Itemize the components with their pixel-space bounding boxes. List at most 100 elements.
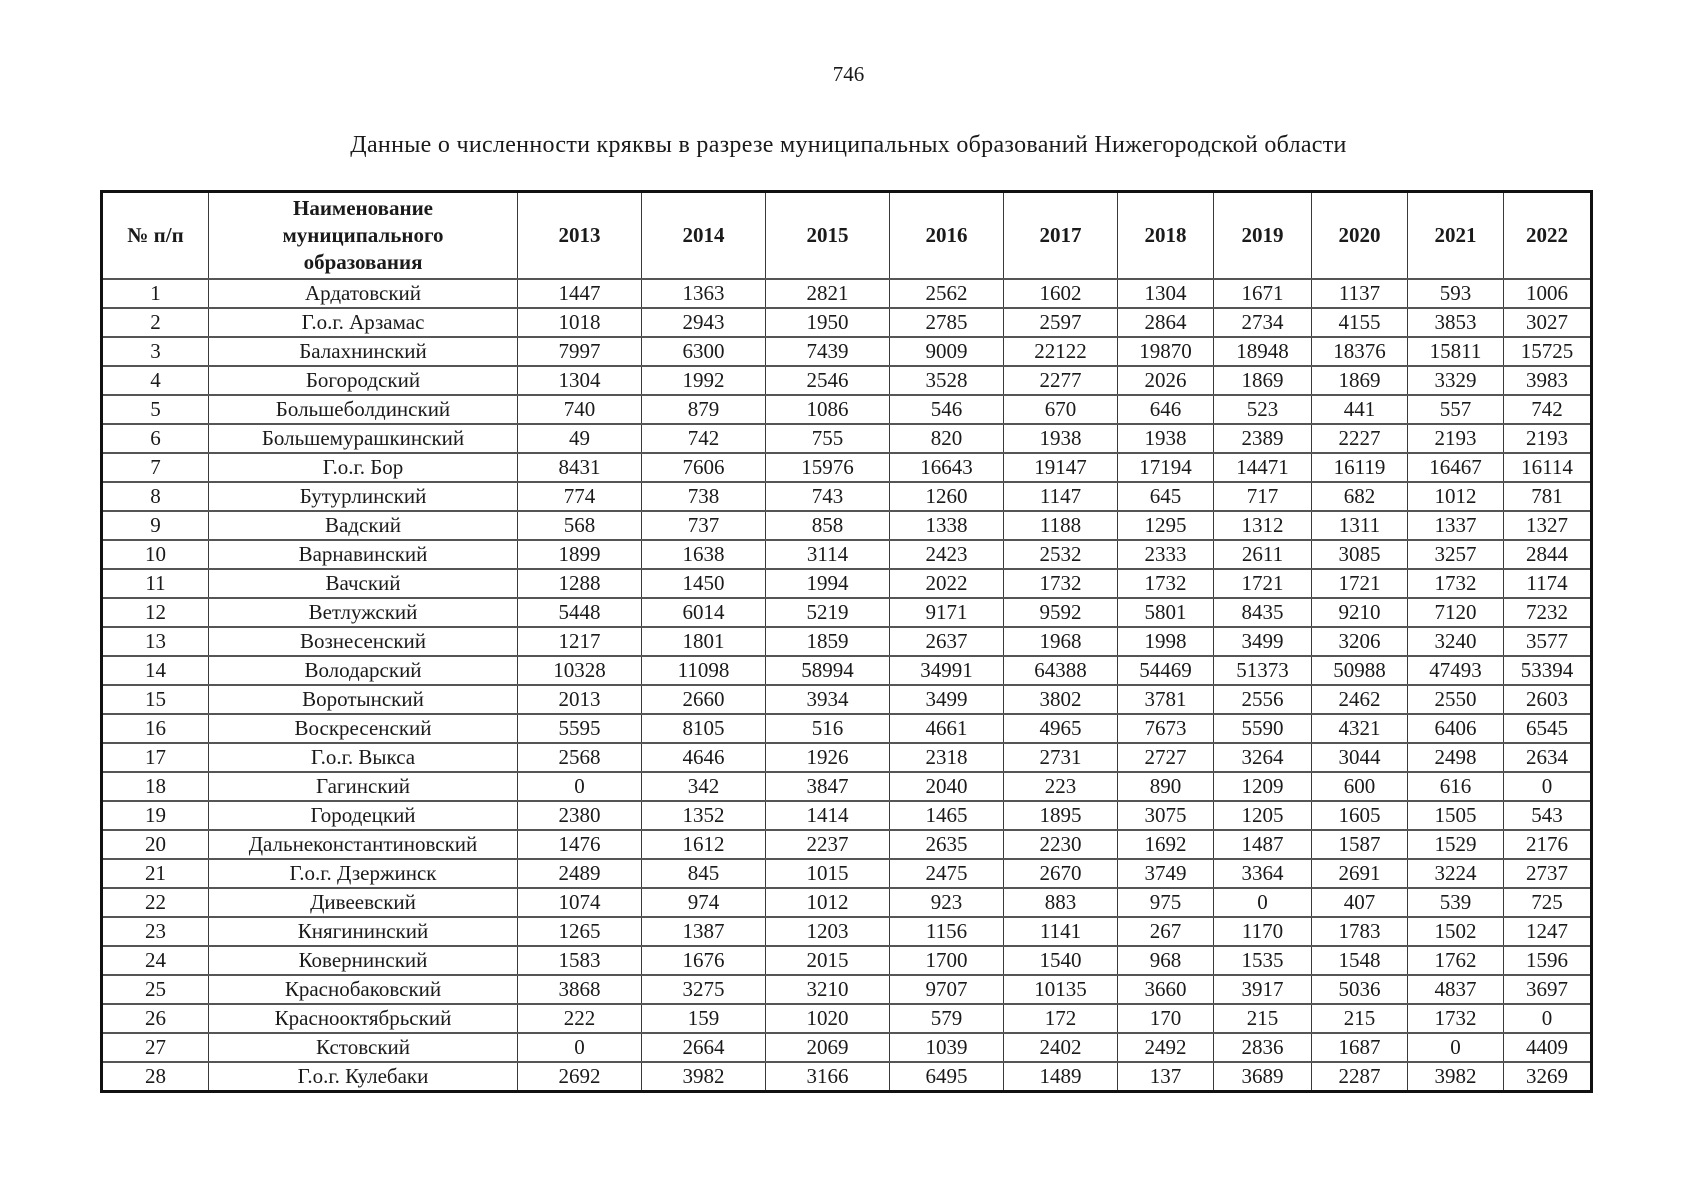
cell-count-2014: 3275 (641, 973, 766, 1005)
cell-count-2019: 2836 (1213, 1031, 1312, 1063)
cell-row-number: 15 (101, 683, 209, 715)
table-row: 1 Ардатовский 1447 1363 2821 2562 1602 1304 1671… (101, 277, 1592, 309)
cell-count-2014: 159 (641, 1002, 766, 1034)
cell-count-2014: 1450 (641, 567, 766, 599)
cell-count-2014: 8105 (641, 712, 766, 744)
cell-count-2019: 18948 (1213, 335, 1312, 367)
cell-count-2016: 579 (889, 1002, 1004, 1034)
cell-count-2015: 743 (765, 480, 890, 512)
cell-count-2019: 1312 (1213, 509, 1312, 541)
cell-count-2022: 15725 (1503, 335, 1592, 367)
cell-municipality-name: Кстовский (208, 1031, 518, 1063)
cell-count-2014: 2943 (641, 306, 766, 338)
cell-count-2017: 2277 (1003, 364, 1118, 396)
cell-row-number: 27 (101, 1031, 209, 1063)
cell-count-2015: 3166 (765, 1060, 890, 1092)
cell-municipality-name: Воскресенский (208, 712, 518, 744)
cell-count-2019: 5590 (1213, 712, 1312, 744)
mallard-counts-table: № п/п Наименование муниципального образов… (100, 190, 1593, 1093)
cell-count-2015: 755 (765, 422, 890, 454)
cell-count-2021: 15811 (1407, 335, 1504, 367)
cell-count-2022: 742 (1503, 393, 1592, 425)
cell-count-2022: 3269 (1503, 1060, 1592, 1092)
col-header-year: 2020 (1311, 190, 1408, 280)
cell-count-2013: 5448 (517, 596, 642, 628)
table-row: 17 Г.о.г. Выкса 2568 4646 1926 2318 2731 2727 32… (101, 741, 1592, 773)
cell-count-2019: 3689 (1213, 1060, 1312, 1092)
cell-count-2013: 774 (517, 480, 642, 512)
cell-count-2015: 15976 (765, 451, 890, 483)
cell-count-2013: 1288 (517, 567, 642, 599)
cell-count-2017: 19147 (1003, 451, 1118, 483)
table-row: 22 Дивеевский 1074 974 1012 923 883 975 0 407 539 7… (101, 886, 1592, 918)
cell-count-2014: 7606 (641, 451, 766, 483)
cell-count-2018: 3749 (1117, 857, 1214, 889)
cell-count-2020: 1605 (1311, 799, 1408, 831)
cell-count-2021: 7120 (1407, 596, 1504, 628)
table-row: 6 Большемурашкинский 49 742 755 820 1938 1938 23… (101, 422, 1592, 454)
cell-count-2022: 2603 (1503, 683, 1592, 715)
cell-count-2020: 600 (1311, 770, 1408, 802)
cell-row-number: 16 (101, 712, 209, 744)
cell-count-2016: 1338 (889, 509, 1004, 541)
cell-count-2014: 1387 (641, 915, 766, 947)
cell-count-2014: 1352 (641, 799, 766, 831)
cell-count-2021: 4837 (1407, 973, 1504, 1005)
cell-count-2020: 4155 (1311, 306, 1408, 338)
cell-count-2017: 1489 (1003, 1060, 1118, 1092)
cell-count-2016: 2423 (889, 538, 1004, 570)
cell-count-2014: 1363 (641, 277, 766, 309)
cell-municipality-name: Вачский (208, 567, 518, 599)
cell-count-2015: 3114 (765, 538, 890, 570)
cell-count-2021: 1505 (1407, 799, 1504, 831)
cell-count-2019: 3264 (1213, 741, 1312, 773)
cell-municipality-name: Богородский (208, 364, 518, 396)
cell-count-2018: 267 (1117, 915, 1214, 947)
cell-count-2021: 3240 (1407, 625, 1504, 657)
cell-count-2015: 858 (765, 509, 890, 541)
cell-count-2015: 1414 (765, 799, 890, 831)
cell-count-2022: 3697 (1503, 973, 1592, 1005)
cell-count-2022: 1327 (1503, 509, 1592, 541)
cell-count-2022: 2176 (1503, 828, 1592, 860)
cell-row-number: 24 (101, 944, 209, 976)
cell-municipality-name: Княгининский (208, 915, 518, 947)
cell-count-2014: 1638 (641, 538, 766, 570)
cell-count-2020: 4321 (1311, 712, 1408, 744)
cell-count-2018: 1938 (1117, 422, 1214, 454)
cell-count-2017: 2230 (1003, 828, 1118, 860)
cell-count-2013: 740 (517, 393, 642, 425)
cell-count-2022: 2844 (1503, 538, 1592, 570)
cell-count-2019: 717 (1213, 480, 1312, 512)
cell-count-2013: 3868 (517, 973, 642, 1005)
cell-count-2022: 543 (1503, 799, 1592, 831)
table-row: 24 Ковернинский 1583 1676 2015 1700 1540 968 153… (101, 944, 1592, 976)
cell-count-2021: 616 (1407, 770, 1504, 802)
cell-count-2014: 1801 (641, 625, 766, 657)
cell-count-2018: 7673 (1117, 712, 1214, 744)
cell-count-2018: 890 (1117, 770, 1214, 802)
cell-row-number: 7 (101, 451, 209, 483)
cell-count-2019: 14471 (1213, 451, 1312, 483)
cell-count-2013: 1899 (517, 538, 642, 570)
cell-count-2015: 7439 (765, 335, 890, 367)
table-row: 15 Воротынский 2013 2660 3934 3499 3802 3781 255… (101, 683, 1592, 715)
cell-count-2016: 4661 (889, 712, 1004, 744)
cell-count-2016: 923 (889, 886, 1004, 918)
cell-count-2018: 968 (1117, 944, 1214, 976)
cell-count-2019: 1170 (1213, 915, 1312, 947)
cell-municipality-name: Воротынский (208, 683, 518, 715)
table-row: 19 Городецкий 2380 1352 1414 1465 1895 3075 1205… (101, 799, 1592, 831)
cell-count-2020: 215 (1311, 1002, 1408, 1034)
table-row: 2 Г.о.г. Арзамас 1018 2943 1950 2785 2597 2864 2… (101, 306, 1592, 338)
cell-count-2013: 8431 (517, 451, 642, 483)
cell-count-2021: 2498 (1407, 741, 1504, 773)
cell-count-2013: 2489 (517, 857, 642, 889)
cell-count-2019: 2611 (1213, 538, 1312, 570)
cell-count-2017: 2731 (1003, 741, 1118, 773)
cell-count-2019: 2556 (1213, 683, 1312, 715)
cell-count-2017: 4965 (1003, 712, 1118, 744)
cell-count-2013: 1476 (517, 828, 642, 860)
cell-municipality-name: Дальнеконстантиновский (208, 828, 518, 860)
cell-count-2016: 2785 (889, 306, 1004, 338)
